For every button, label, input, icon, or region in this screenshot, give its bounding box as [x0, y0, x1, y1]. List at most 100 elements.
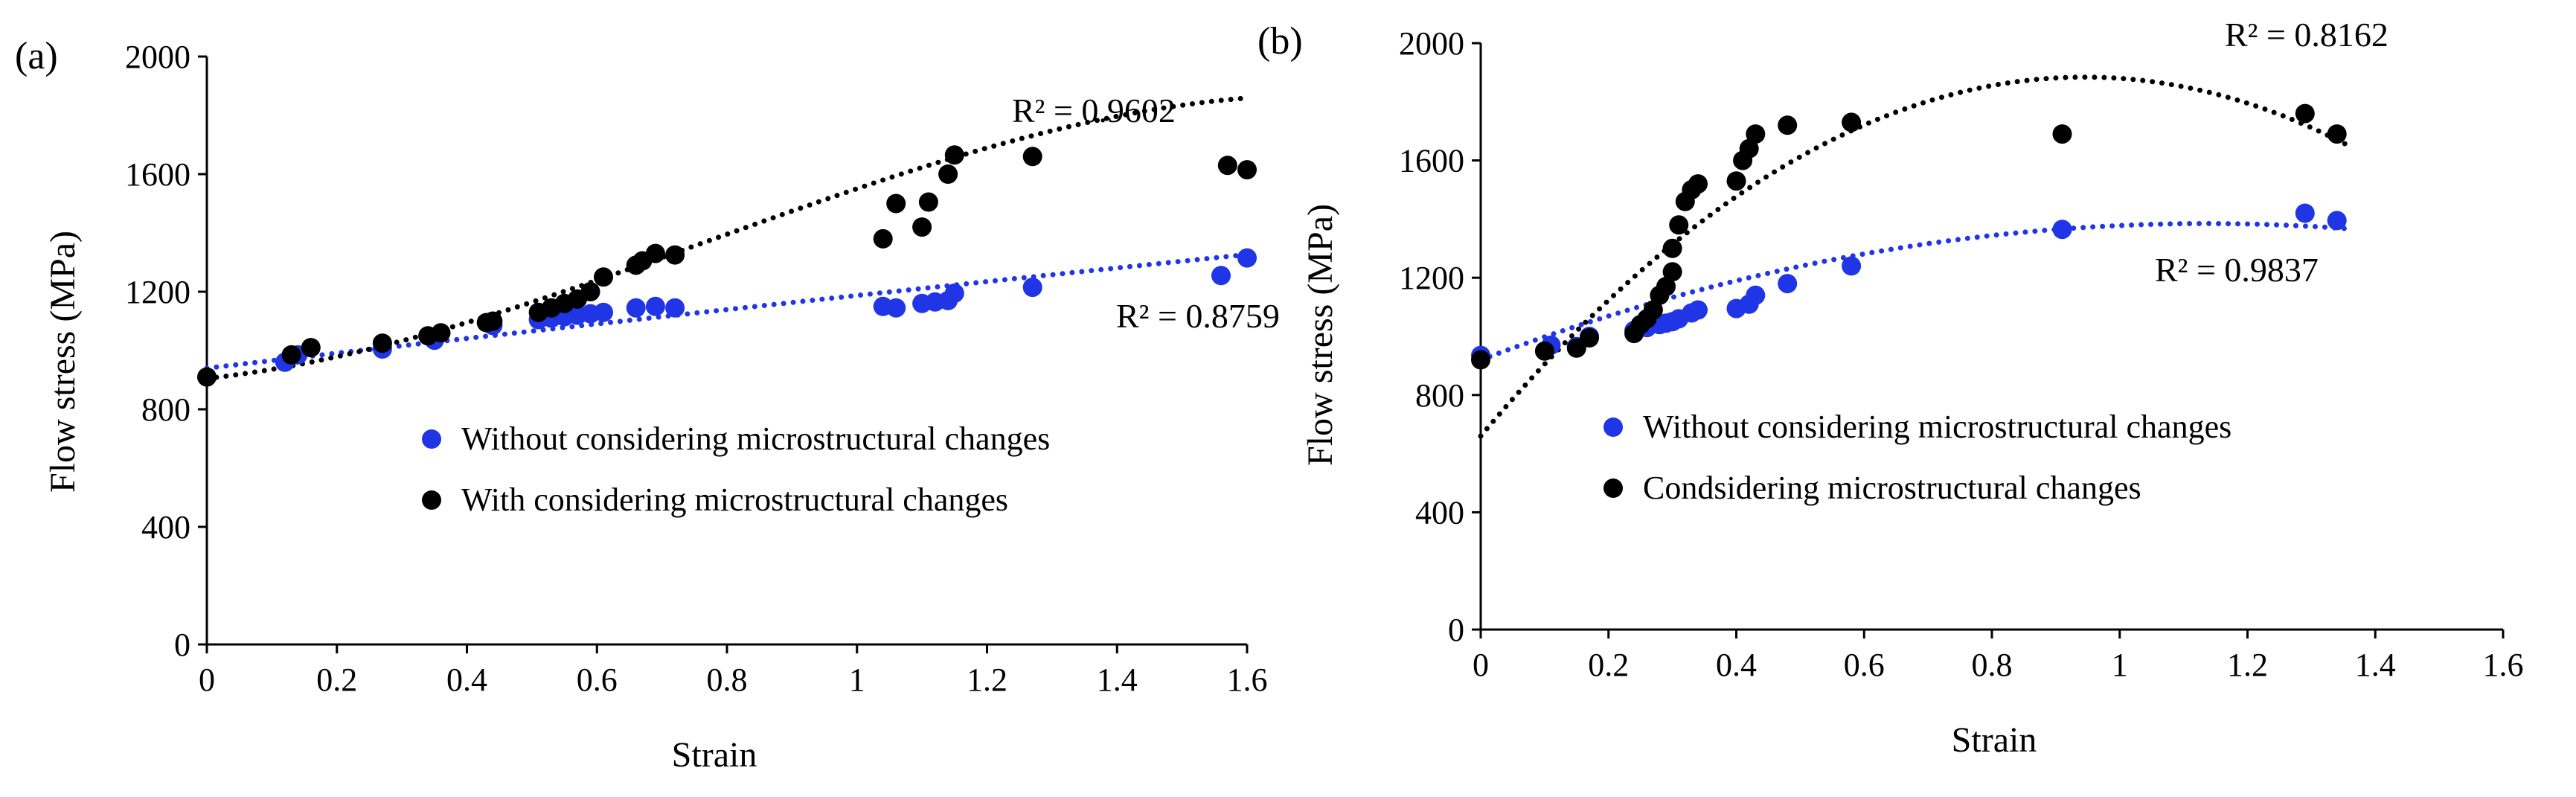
- panel-b-r2-label-1: R² = 0.9837: [2155, 251, 2319, 289]
- panel-a-series-2-point: [944, 145, 964, 165]
- panel-a-series-1-point: [1022, 278, 1042, 298]
- panel-a-x-tick-label: 1.6: [1227, 662, 1268, 698]
- panel-a-series-1-point: [944, 284, 964, 303]
- panel-b-x-tick-label: 0.2: [1588, 647, 1629, 683]
- panel-a-x-tick-label: 0.8: [707, 662, 748, 698]
- panel-b-y-tick-label: 2000: [1399, 25, 1464, 62]
- panel-a-trendline-1: [204, 252, 1250, 371]
- panel-a-trendline-2: [204, 95, 1250, 381]
- panel-a-plot: 0 400 800 1200 1600 2000 0 0.2 0.4 0.6 0.8 1 1.2 1.4 1…: [125, 39, 1280, 698]
- panel-b-series-1-point: [1778, 274, 1798, 294]
- panel-a-series-2-point: [873, 228, 893, 249]
- panel-a-legend-label-1: Without considering microstructural chan…: [461, 420, 1050, 457]
- panel-a-y-tick-label: 800: [141, 391, 190, 428]
- panel-a-y-tick-label: 0: [174, 627, 190, 663]
- panel-a-series-2-point: [594, 267, 613, 287]
- panel-b-series-2-point: [2295, 103, 2315, 124]
- panel-a-r2-label-1: R² = 0.8759: [1116, 297, 1280, 335]
- panel-a-series-2-point: [431, 323, 451, 343]
- panel-b-y-tick-label: 1600: [1399, 143, 1464, 179]
- panel-b-series-2-point: [1662, 238, 1682, 258]
- panel-a: (a) Flow stress (MPa) Strain 04008001200…: [15, 35, 1280, 775]
- panel-b-plot: 0 400 800 1200 1600 2000 0 0.2 0.4 0.6 0.8 1 1.2 1.4 1…: [1399, 16, 2524, 683]
- panel-b-r2-label-2: R² = 0.8162: [2225, 16, 2388, 54]
- panel-b-x-tick-label: 1.4: [2355, 647, 2396, 683]
- panel-b-series-1-point: [1842, 256, 1862, 276]
- panel-b-xlabel: Strain: [1952, 720, 2037, 760]
- panel-a-series-2-point: [483, 311, 503, 331]
- panel-b-trendline-1: [1478, 220, 2353, 362]
- panel-a-series-1-point: [886, 298, 906, 318]
- panel-a-legend-label-2: With considering microstructural changes: [461, 481, 1008, 518]
- panel-a-series-2-point: [938, 164, 958, 184]
- panel-a-y-tick-label: 2000: [125, 39, 190, 75]
- panel-b-series-1-point: [1746, 285, 1766, 305]
- panel-b-x-tick-label: 0.8: [1972, 647, 2013, 683]
- panel-b-x-tick-label: 0.4: [1716, 647, 1757, 683]
- panel-b-ylabel: Flow stress (MPa): [1301, 204, 1340, 466]
- panel-b-series-2-point: [2327, 124, 2347, 144]
- panel-b-series-1-point: [1688, 300, 1708, 320]
- panel-a-series-2-point: [1237, 160, 1257, 180]
- panel-a-x-tick-label: 0: [199, 662, 215, 698]
- panel-a-ylabel: Flow stress (MPa): [43, 231, 83, 493]
- panel-a-series-2-point: [645, 243, 665, 263]
- panel-b-series-2-point: [1534, 341, 1554, 361]
- panel-a-series-1-point: [626, 298, 646, 318]
- panel-b-y-tick-label: 800: [1415, 377, 1464, 414]
- panel-b-series-2-point: [2052, 124, 2072, 144]
- panel-a-label: (a): [15, 35, 58, 77]
- panel-b-y-tick-label: 0: [1448, 612, 1464, 648]
- panel-a-series-1-point: [1237, 248, 1257, 268]
- panel-b-series-2-point: [1580, 328, 1599, 348]
- panel-b-x-tick-label: 0: [1473, 647, 1489, 683]
- panel-a-series-2-point: [281, 345, 301, 365]
- panel-b-series-2-point: [1726, 171, 1746, 191]
- panel-a-series-2-point: [886, 193, 906, 214]
- panel-b-x-tick-label: 1.2: [2227, 647, 2268, 683]
- panel-b-y-tick-label: 400: [1415, 494, 1464, 531]
- panel-a-x-tick-label: 0.4: [446, 662, 487, 698]
- panel-a-x-tick-label: 0.2: [316, 662, 357, 698]
- panel-a-x-tick-label: 1.2: [967, 662, 1007, 698]
- panel-b-x-tick-label: 0.6: [1844, 647, 1885, 683]
- panel-b-series-1-point: [2295, 203, 2315, 223]
- panel-a-x-tick-label: 1: [849, 662, 865, 698]
- panel-b-legend-label-1: Without considering microstructural chan…: [1643, 409, 2231, 445]
- panel-a-series-1-point: [645, 296, 665, 316]
- panel-a-series-2-point: [1022, 147, 1042, 167]
- panel-a-series-1-point: [665, 298, 685, 318]
- panel-b-y-tick-label: 1200: [1399, 260, 1464, 296]
- panel-b-series-2-point: [1643, 300, 1663, 320]
- panel-a-series-1-point: [594, 302, 613, 322]
- panel-a-series-2-point: [1217, 156, 1237, 176]
- panel-b: (b) Flow stress (MPa) Strain 04008001200…: [1257, 16, 2524, 760]
- panel-b-series-1-point: [2052, 220, 2072, 240]
- panel-a-y-tick-label: 1200: [125, 274, 190, 310]
- panel-b-x-tick-label: 1.6: [2483, 647, 2524, 683]
- panel-b-legend-marker-2: [1603, 478, 1623, 498]
- panel-a-legend-marker-2: [422, 490, 441, 510]
- panel-a-series-2-point: [665, 245, 685, 265]
- panel-b-series-2-point: [1662, 262, 1682, 282]
- panel-a-series-2-point: [918, 192, 938, 212]
- panel-b-series-2-point: [1746, 124, 1766, 144]
- panel-b-series-2-point: [1842, 112, 1862, 132]
- panel-b-x-tick-label: 1: [2112, 647, 2128, 683]
- panel-b-series-2-point: [1778, 115, 1798, 135]
- panel-b-series-2-point: [1471, 350, 1490, 370]
- panel-a-series-2-point: [580, 282, 600, 301]
- panel-a-series-2-point: [301, 338, 321, 358]
- panel-a-x-tick-label: 1.4: [1097, 662, 1138, 698]
- panel-b-label: (b): [1257, 20, 1303, 63]
- panel-b-series-2-point: [1739, 138, 1759, 159]
- panel-a-xlabel: Strain: [672, 735, 757, 775]
- panel-a-series-1-point: [1211, 266, 1231, 286]
- panel-a-series-2-point: [372, 333, 392, 353]
- panel-b-trendline-2: [1478, 74, 2353, 439]
- panel-b-legend-label-2: Condsidering microstructural changes: [1643, 470, 2141, 506]
- panel-a-series-2-point: [912, 217, 932, 237]
- panel-a-legend-marker-1: [422, 429, 441, 449]
